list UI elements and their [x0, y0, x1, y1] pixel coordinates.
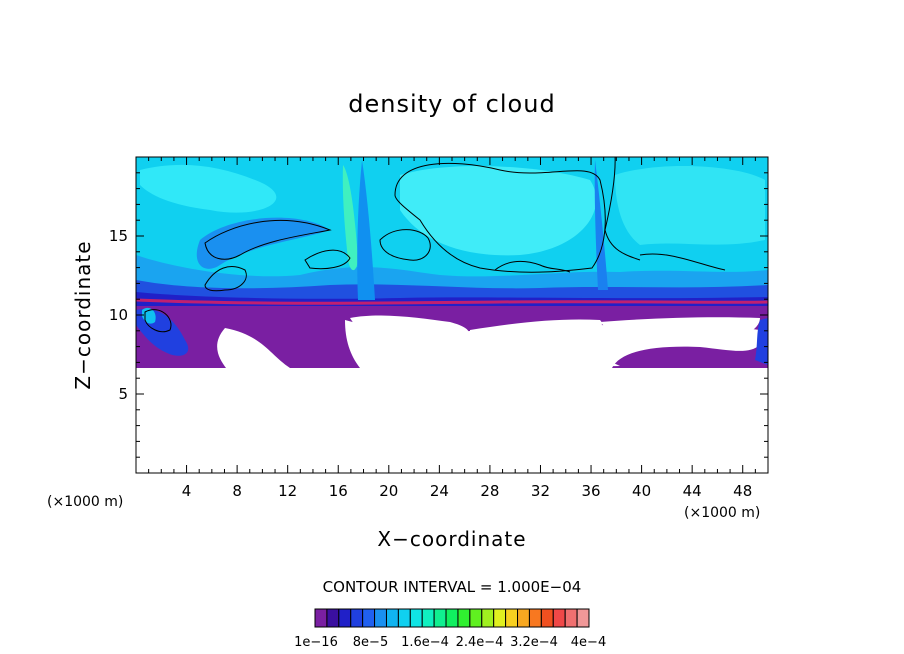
blue-swirl-left [196, 217, 330, 269]
colorbar-swatch [517, 608, 530, 628]
x-axis-ticks: 4 8 12 16 20 24 28 32 36 40 44 48 [148, 157, 756, 500]
colorbar-swatch [540, 608, 554, 628]
white-gap-4 [520, 355, 620, 368]
colorbar-swatch [433, 608, 447, 628]
y-axis-unit: (×1000 m) [47, 494, 123, 510]
colorbar-swatch [421, 608, 435, 628]
contour-line-3 [204, 219, 332, 260]
heatmap-field [136, 157, 768, 473]
contour-line-9 [144, 309, 172, 333]
colorbar-label: 3.2e−4 [510, 635, 558, 650]
colorbar-swatch [445, 608, 459, 628]
y-tick-label: 15 [109, 227, 128, 245]
colorbar-swatch [362, 608, 376, 628]
x-tick-label: 44 [683, 482, 702, 500]
contour-line-8 [304, 249, 351, 270]
x-tick-label: 48 [733, 482, 752, 500]
colorbar-swatch [564, 608, 578, 628]
x-tick-label: 12 [278, 482, 297, 500]
colorbar-swatch [397, 608, 411, 628]
y-axis-label: Z−coordinate [71, 240, 95, 389]
colorbar-swatch [469, 608, 483, 628]
upper-lighter-mottle-1 [140, 164, 277, 213]
contour-line-6 [639, 253, 726, 271]
y-tick-label: 10 [109, 306, 128, 324]
x-tick-label: 20 [379, 482, 398, 500]
colorbar-label: 8e−5 [353, 635, 388, 650]
x-tick-label: 32 [531, 482, 550, 500]
contour-line-2 [379, 229, 431, 261]
upper-lighter-mottle-2 [400, 165, 597, 256]
colorbar-swatch [374, 608, 387, 628]
colorbar-swatch [505, 608, 519, 628]
x-tick-label: 40 [632, 482, 651, 500]
x-tick-label: 4 [182, 482, 192, 500]
y-axis-ticks: 5 10 15 [109, 172, 768, 458]
blue-lower-right [755, 318, 768, 365]
colorbar-swatch [493, 608, 507, 628]
y-tick-label: 5 [118, 385, 128, 403]
colorbar-label: 2.4e−4 [456, 635, 504, 650]
colorbar-swatch [314, 608, 328, 628]
contour-line-5 [604, 157, 641, 261]
x-tick-label: 28 [480, 482, 499, 500]
red-thin-line [136, 298, 768, 305]
colorbar-swatch [576, 608, 590, 628]
x-tick-label: 36 [581, 482, 600, 500]
colorbar-swatch [326, 608, 340, 628]
colorbar-label: 1e−16 [294, 635, 338, 650]
contour-lines [144, 157, 726, 333]
white-gap-2 [470, 319, 602, 353]
x-tick-label: 8 [232, 482, 242, 500]
colorbar-swatch [552, 608, 566, 628]
chart-title: density of cloud [348, 90, 555, 118]
colorbar-swatch [409, 608, 423, 628]
colorbar-label: 1.6e−4 [401, 635, 449, 650]
updraft-shaft [357, 160, 375, 300]
colorbar-swatch [338, 608, 352, 628]
contour-interval-label: CONTOUR INTERVAL = 1.000E−04 [323, 578, 582, 596]
colorbar-labels: 1e−16 8e−5 1.6e−4 2.4e−4 3.2e−4 4e−4 [294, 635, 606, 650]
contour-line-7 [494, 260, 571, 273]
x-tick-label: 16 [329, 482, 348, 500]
colorbar-swatch [385, 608, 399, 628]
colorbar-label: 4e−4 [571, 635, 606, 650]
contour-line-1 [394, 162, 606, 273]
colorbar [314, 608, 590, 628]
colorbar-swatch [457, 608, 471, 628]
upper-lighter-mottle-3 [615, 165, 765, 245]
colorbar-swatch [350, 608, 364, 628]
x-axis-unit: (×1000 m) [684, 505, 760, 521]
white-gap-1 [350, 315, 470, 345]
colorbar-swatch [528, 608, 542, 628]
x-axis-label: X−coordinate [377, 527, 526, 551]
x-tick-label: 24 [430, 482, 449, 500]
contour-line-4 [204, 266, 247, 292]
white-gap-3 [600, 317, 760, 342]
updraft-core [342, 165, 358, 271]
colorbar-swatch [481, 608, 495, 628]
